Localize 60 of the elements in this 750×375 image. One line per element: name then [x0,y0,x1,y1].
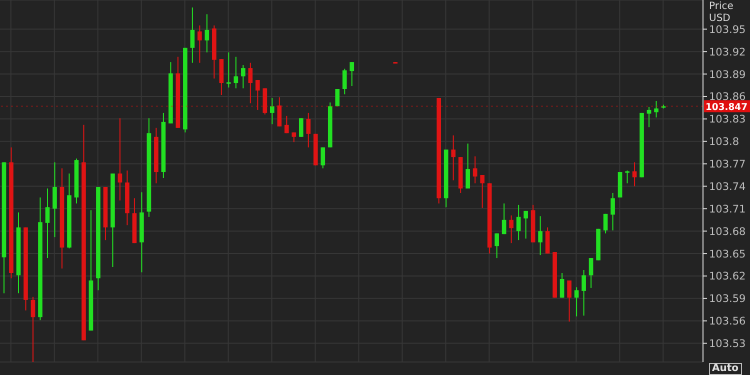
candlestick [509,214,514,244]
candlestick [567,280,572,322]
ref-line-label: 103.847 [706,102,749,114]
candlestick [350,62,354,87]
candlestick [588,258,594,288]
candlestick [30,296,36,362]
y-tick-label: 103.74 [709,180,746,193]
y-tick-label: 103.53 [709,338,746,350]
y-tick-label: 103.56 [709,316,746,328]
candlestick [654,100,658,118]
y-tick-label: 103.83 [709,114,746,126]
candlestick [494,232,499,259]
candlestick [538,216,542,256]
candlestick [248,62,253,104]
y-tick-label: 103.8 [709,136,740,148]
candlestick [241,64,246,89]
candlestick [610,192,615,231]
candlestick [582,270,586,316]
candlestick [545,226,550,254]
candlestick [298,118,304,138]
candlestick [335,88,340,107]
y-tick-label: 103.89 [709,68,746,81]
candlestick [320,146,326,169]
y-tick-label: 103.65 [709,248,746,260]
candlestick [219,58,224,96]
text: Auto [709,363,742,375]
y-tick-label: 103.68 [709,226,746,238]
y-tick-label: 103.71 [709,203,746,216]
candlestick [198,24,202,64]
candlestick [516,204,521,241]
candlestick [118,118,122,201]
candlestick [603,213,608,234]
candlestick [625,170,630,184]
candlestick [342,68,347,95]
candlestick [284,115,289,134]
y-tick-label: 103.95 [709,24,746,36]
candlestick [451,134,456,181]
candlestick [472,156,478,184]
candlestick [52,162,57,238]
candlestick [632,162,637,187]
candlestick [226,52,231,88]
candlestick [256,80,260,110]
candlestick [45,188,50,259]
candlestick [270,97,274,125]
candlestick [190,6,195,64]
candlestick [204,14,210,53]
y-tick-label: 103.59 [709,293,746,306]
candlestick [466,143,470,189]
y-tick-label: 103.62 [709,270,746,283]
candlestick [524,210,528,240]
candlestick [502,202,506,235]
candlestick [574,286,579,317]
y-axis-title: Price USD [709,1,734,24]
candlestick [277,96,282,127]
y-tick-label: 103.92 [709,46,746,58]
candlestick [480,174,484,208]
candlestick [560,272,564,298]
candlestick [234,56,238,89]
y-tick-label: 103.77 [709,158,746,171]
candlestick [306,112,311,148]
